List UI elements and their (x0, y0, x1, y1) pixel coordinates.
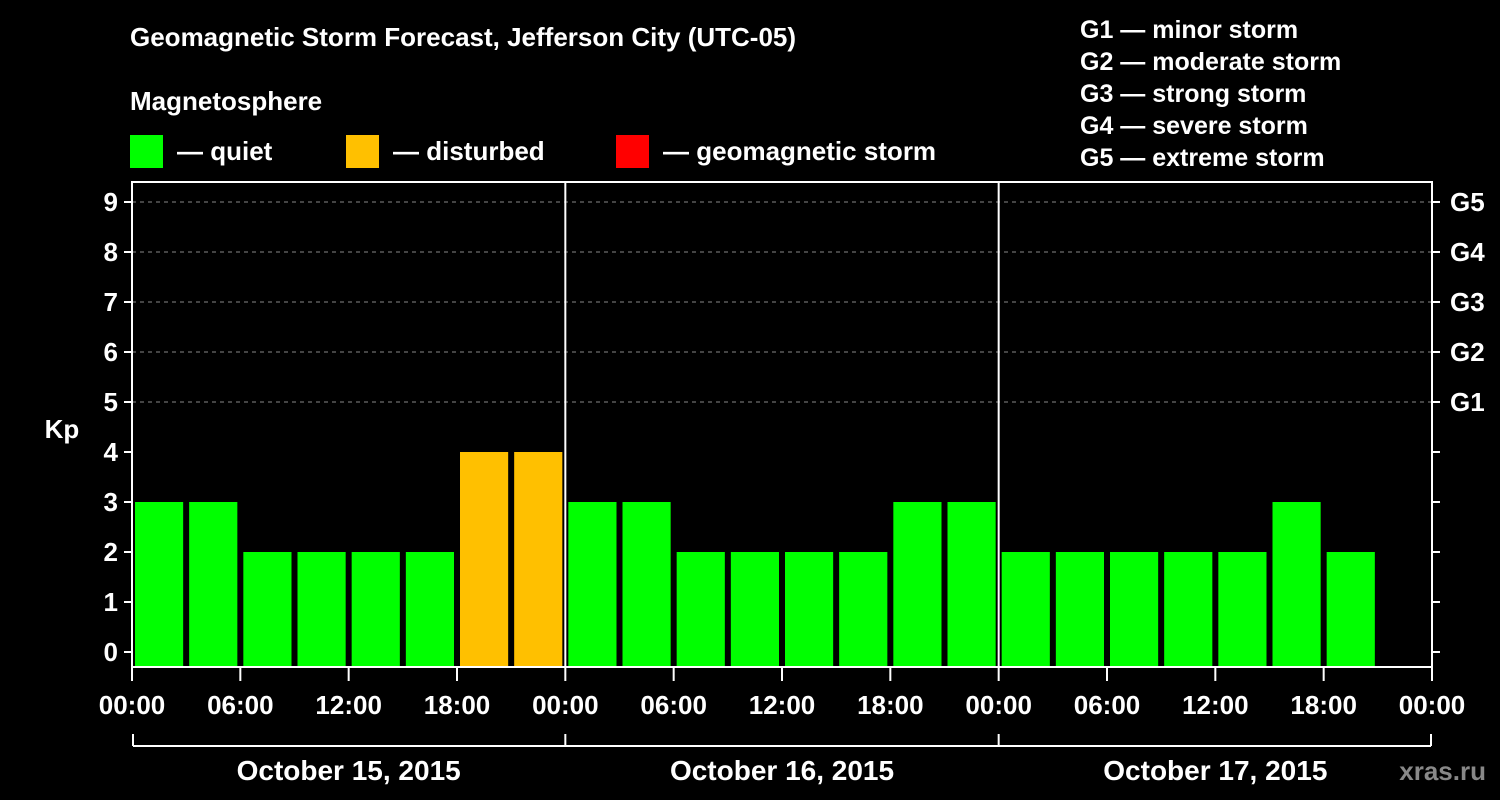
x-tick-label: 00:00 (965, 690, 1032, 720)
legend-disturbed-label: — disturbed (393, 135, 545, 166)
y-tick-label: 7 (104, 287, 118, 317)
y-tick-label: 5 (104, 387, 118, 417)
legend-storm-swatch (616, 134, 649, 168)
y-tick-label: 1 (104, 587, 118, 617)
legend-quiet-swatch (130, 134, 163, 168)
right-storm-label: G2 (1450, 337, 1485, 367)
x-tick-label: 00:00 (99, 690, 166, 720)
y-tick-label: 9 (104, 187, 118, 217)
x-tick-label: 12:00 (1182, 690, 1249, 720)
storm-scale-g5: G5 — extreme storm (1080, 144, 1325, 172)
legend-quiet: — quiet (130, 134, 272, 168)
kp-bar (893, 502, 942, 667)
kp-bar (622, 502, 671, 667)
kp-bar (351, 552, 400, 667)
y-tick-label: 2 (104, 537, 118, 567)
kp-bar (1272, 502, 1321, 667)
kp-bar (730, 552, 779, 667)
kp-bar (1326, 552, 1375, 667)
y-axis-label: Kp (45, 414, 80, 444)
y-tick-label: 4 (104, 437, 119, 467)
storm-scale-g4: G4 — severe storm (1080, 112, 1308, 140)
legend-storm-label: — geomagnetic storm (663, 135, 937, 166)
x-tick-label: 18:00 (857, 690, 924, 720)
legend-disturbed-swatch (346, 134, 379, 168)
kp-bar (1164, 552, 1213, 667)
storm-scale-g1: G1 — minor storm (1080, 16, 1299, 44)
y-tick-label: 0 (104, 637, 118, 667)
legend-storm: — geomagnetic storm (616, 134, 936, 168)
y-tick-label: 6 (104, 337, 118, 367)
kp-bar (135, 502, 184, 667)
x-tick-label: 00:00 (1399, 690, 1466, 720)
storm-scale-g3: G3 — strong storm (1080, 80, 1307, 108)
kp-bar (568, 502, 617, 667)
x-tick-label: 06:00 (1074, 690, 1141, 720)
kp-bar (785, 552, 834, 667)
watermark: xras.ru (1399, 756, 1486, 786)
x-tick-label: 06:00 (640, 690, 707, 720)
storm-scale-g2: G2 — moderate storm (1080, 48, 1342, 76)
kp-bar (947, 502, 996, 667)
x-tick-label: 12:00 (749, 690, 816, 720)
right-storm-label: G5 (1450, 187, 1485, 217)
kp-bar (839, 552, 888, 667)
legend-quiet-label: — quiet (177, 135, 273, 166)
y-tick-label: 3 (104, 487, 118, 517)
day-label: October 15, 2015 (237, 755, 461, 786)
x-tick-label: 18:00 (424, 690, 491, 720)
kp-bar (460, 452, 509, 667)
right-storm-label: G3 (1450, 287, 1485, 317)
kp-bar (1055, 552, 1104, 667)
x-tick-label: 00:00 (532, 690, 599, 720)
storm-scale-list: G1 — minor storm G2 — moderate storm G3 … (1080, 14, 1341, 174)
kp-bar (405, 552, 454, 667)
kp-bar (1001, 552, 1050, 667)
kp-bar (1110, 552, 1159, 667)
day-label: October 16, 2015 (670, 755, 894, 786)
kp-bar (243, 552, 292, 667)
day-label: October 17, 2015 (1103, 755, 1327, 786)
x-tick-label: 18:00 (1290, 690, 1357, 720)
kp-bar (189, 502, 238, 667)
kp-bar (297, 552, 346, 667)
kp-bar (514, 452, 563, 667)
chart-subtitle: Magnetosphere (130, 86, 323, 116)
x-tick-label: 12:00 (315, 690, 382, 720)
kp-bar (1218, 552, 1267, 667)
right-storm-label: G1 (1450, 387, 1485, 417)
right-storm-label: G4 (1450, 237, 1485, 267)
y-tick-label: 8 (104, 237, 118, 267)
kp-bar (676, 552, 725, 667)
chart-title: Geomagnetic Storm Forecast, Jefferson Ci… (130, 22, 797, 52)
x-tick-label: 06:00 (207, 690, 274, 720)
legend-disturbed: — disturbed (346, 134, 545, 168)
